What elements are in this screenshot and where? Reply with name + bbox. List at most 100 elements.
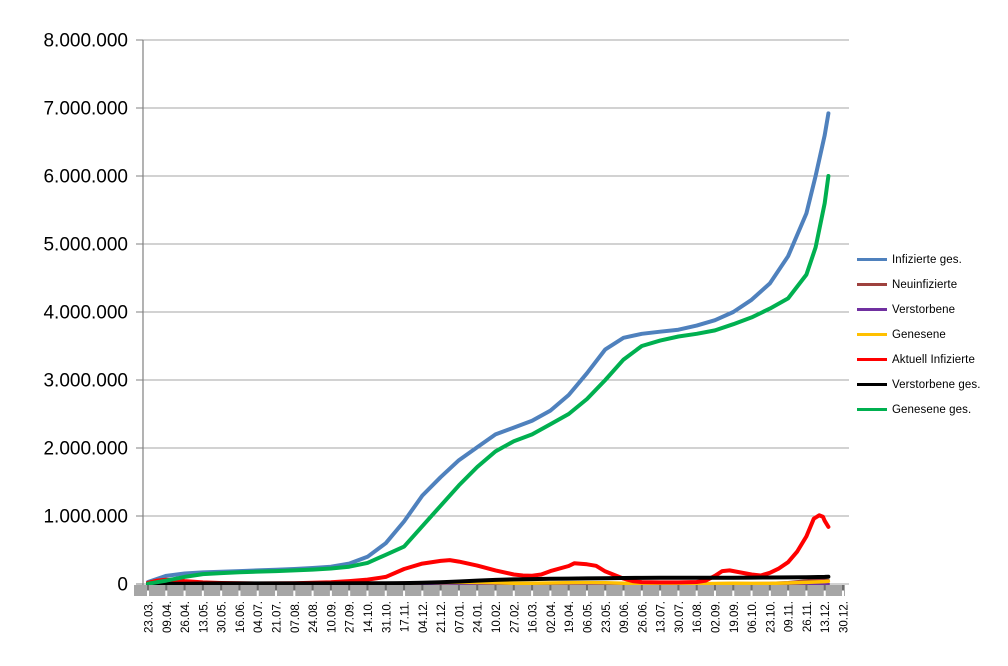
x-axis-tick-gap bbox=[275, 590, 278, 596]
x-axis-label: 09.06. bbox=[619, 601, 631, 633]
x-axis-tick-gap bbox=[384, 590, 387, 596]
x-axis-label: 16.08. bbox=[692, 601, 704, 633]
legend-item-aktuell-infizierte[interactable]: Aktuell Infizierte bbox=[857, 347, 1008, 372]
x-axis-label: 26.11. bbox=[802, 601, 814, 632]
y-axis-label: 5.000.000 bbox=[43, 235, 128, 256]
x-axis-tick-mark bbox=[732, 585, 735, 591]
y-axis-label: 3.000.000 bbox=[43, 371, 128, 392]
legend-line-swatch bbox=[857, 283, 887, 286]
x-axis-tick-mark bbox=[201, 585, 204, 591]
x-axis-tick-gap bbox=[567, 590, 570, 596]
x-axis-band bbox=[134, 585, 845, 596]
x-axis-tick-gap bbox=[549, 590, 552, 596]
x-axis-tick-mark bbox=[147, 585, 149, 591]
x-axis-label: 10.02. bbox=[491, 601, 503, 633]
x-axis-label: 13.12. bbox=[820, 601, 832, 633]
x-axis-tick-gap bbox=[512, 590, 515, 596]
x-axis-tick-gap bbox=[604, 590, 607, 596]
legend-item-infizierte-ges[interactable]: Infizierte ges. bbox=[857, 247, 1008, 272]
legend-label: Genesene bbox=[892, 328, 946, 341]
legend-item-neuinfizierte[interactable]: Neuinfizierte bbox=[857, 272, 1008, 297]
x-axis-label: 26.06. bbox=[637, 601, 649, 633]
x-axis-tick-mark bbox=[768, 585, 771, 591]
x-axis-tick-mark bbox=[384, 585, 387, 591]
x-axis-tick-mark bbox=[842, 585, 845, 591]
legend-item-genesene-ges[interactable]: Genesene ges. bbox=[857, 397, 1008, 422]
x-axis-tick-mark bbox=[439, 585, 442, 591]
x-axis-tick-gap bbox=[403, 590, 406, 596]
series-line-verstorbene-ges[interactable] bbox=[146, 574, 831, 586]
x-axis-label: 23.05. bbox=[601, 601, 613, 633]
legend-line-swatch bbox=[857, 383, 887, 386]
x-axis-label: 16.03. bbox=[528, 601, 540, 633]
series-line-infizierte-ges[interactable] bbox=[146, 111, 831, 584]
x-axis-tick-gap bbox=[768, 590, 771, 596]
x-axis-tick-gap bbox=[640, 590, 643, 596]
legend-item-genesene[interactable]: Genesene bbox=[857, 322, 1008, 347]
x-axis-tick-gap bbox=[457, 590, 460, 596]
series-line-genesene-ges[interactable] bbox=[146, 174, 831, 586]
x-axis-label: 14.10. bbox=[363, 601, 375, 633]
x-axis-tick-mark bbox=[604, 585, 607, 591]
x-axis-label: 04.12. bbox=[418, 601, 430, 633]
legend-line-swatch bbox=[857, 408, 887, 411]
legend-line-swatch bbox=[857, 308, 887, 311]
x-axis-tick-mark bbox=[183, 585, 186, 591]
x-axis-tick-mark bbox=[348, 585, 351, 591]
x-axis-label: 26.04. bbox=[180, 601, 192, 633]
legend-item-verstorbene[interactable]: Verstorbene bbox=[857, 297, 1008, 322]
x-axis-label: 30.12. bbox=[839, 601, 851, 633]
legend-label: Genesene ges. bbox=[892, 403, 972, 416]
x-axis-label: 24.01. bbox=[473, 601, 485, 633]
x-axis-tick-gap bbox=[622, 590, 625, 596]
x-axis-label: 09.11. bbox=[784, 601, 796, 632]
y-axis-label: 7.000.000 bbox=[43, 99, 128, 120]
x-axis-label: 27.09. bbox=[345, 601, 357, 633]
x-axis-tick-mark bbox=[329, 585, 332, 591]
legend-item-verstorbene-ges[interactable]: Verstorbene ges. bbox=[857, 372, 1008, 397]
x-axis-label: 16.06. bbox=[235, 601, 247, 633]
x-axis-tick-gap bbox=[165, 590, 168, 596]
x-axis-label: 06.10. bbox=[747, 601, 759, 633]
x-axis-label: 27.02. bbox=[509, 601, 521, 633]
x-axis-tick-gap bbox=[293, 590, 296, 596]
x-axis-tick-mark bbox=[531, 585, 534, 591]
x-axis-tick-mark bbox=[622, 585, 625, 591]
x-axis-tick-mark bbox=[256, 585, 259, 591]
x-axis-tick-mark bbox=[677, 585, 680, 591]
x-axis-tick-mark bbox=[366, 585, 369, 591]
x-axis-tick-mark bbox=[713, 585, 716, 591]
x-axis-label: 30.05. bbox=[217, 601, 229, 633]
x-axis-tick-mark bbox=[640, 585, 643, 591]
x-axis-tick-gap bbox=[348, 590, 351, 596]
x-axis-tick-gap bbox=[476, 590, 479, 596]
x-axis-label: 21.07. bbox=[272, 601, 284, 633]
x-axis-tick-gap bbox=[750, 590, 753, 596]
y-axis-label: 6.000.000 bbox=[43, 167, 128, 188]
legend-line-swatch bbox=[857, 358, 887, 361]
x-axis-tick-gap bbox=[256, 590, 259, 596]
x-axis-tick-gap bbox=[421, 590, 424, 596]
legend-label: Verstorbene ges. bbox=[892, 378, 981, 391]
x-axis-tick-mark bbox=[750, 585, 753, 591]
x-axis-label: 10.09. bbox=[326, 601, 338, 633]
x-axis-tick-gap bbox=[823, 590, 826, 596]
x-axis-tick-gap bbox=[732, 590, 735, 596]
x-axis-tick-mark bbox=[165, 585, 168, 591]
x-axis-tick-gap bbox=[787, 590, 790, 596]
legend-line-swatch bbox=[857, 258, 887, 261]
x-axis-tick-mark bbox=[805, 585, 808, 591]
x-axis-label: 13.07. bbox=[656, 601, 668, 633]
x-axis-label: 30.07. bbox=[674, 601, 686, 633]
x-axis-label: 07.01. bbox=[454, 601, 466, 633]
x-axis-tick-gap bbox=[713, 590, 716, 596]
x-axis-tick-mark bbox=[457, 585, 460, 591]
x-axis-tick-gap bbox=[147, 590, 149, 596]
y-axis-label: 8.000.000 bbox=[43, 31, 128, 52]
y-axis-label: 0 bbox=[117, 575, 128, 596]
x-axis-tick-mark bbox=[220, 585, 223, 591]
x-axis-label: 17.11. bbox=[400, 601, 412, 632]
x-axis-tick-gap bbox=[439, 590, 442, 596]
